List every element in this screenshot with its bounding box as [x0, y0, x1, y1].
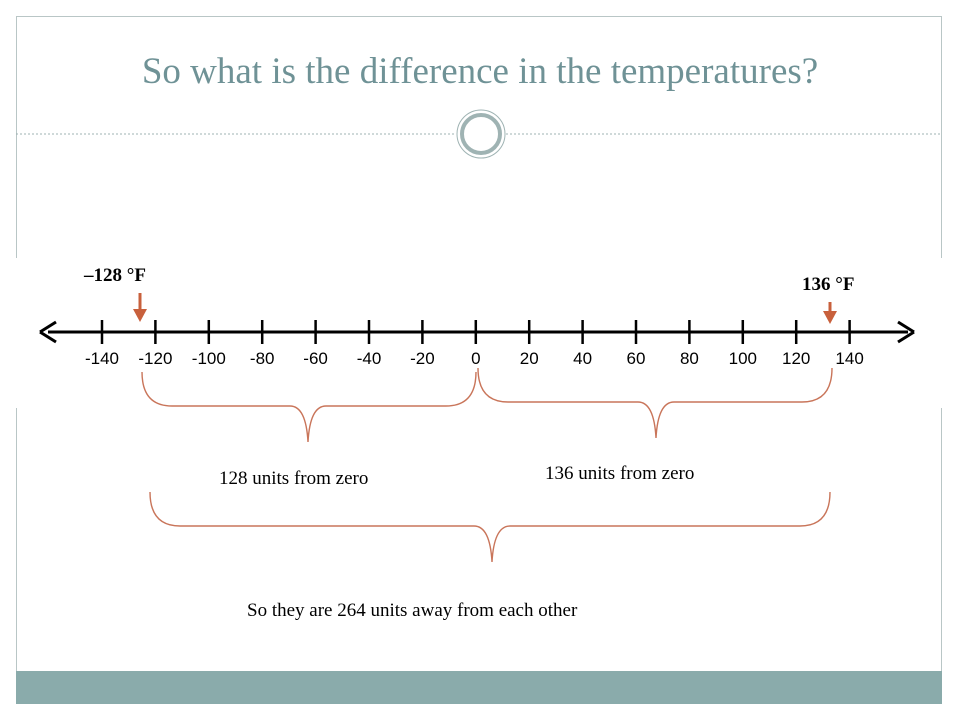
tick-labels: -140 -120 -100 -80 -60 -40 -20 0 20 40 60 80 100 120 1…	[85, 349, 864, 368]
tick-label: 140	[835, 349, 863, 368]
left-distance-caption: 128 units from zero	[219, 468, 368, 489]
brace-total	[149, 491, 831, 563]
brace-positive-side	[477, 367, 833, 439]
tick-label: 100	[729, 349, 757, 368]
slide-title: So what is the difference in the tempera…	[141, 51, 819, 92]
brace-negative-side	[141, 371, 477, 443]
right-distance-caption: 136 units from zero	[545, 463, 694, 484]
title-divider-ornament-inner	[460, 113, 502, 155]
temperature-label-136: 136 °F	[802, 274, 854, 295]
left-arrowhead	[39, 320, 57, 344]
total-distance-caption: So they are 264 units away from each oth…	[247, 600, 578, 621]
tick-label: -80	[250, 349, 275, 368]
tick-marks	[100, 320, 851, 344]
tick-label: -100	[192, 349, 226, 368]
tick-label: 0	[471, 349, 480, 368]
tick-label: -20	[410, 349, 435, 368]
tick-label: 20	[520, 349, 539, 368]
bottom-accent-band	[16, 671, 942, 704]
tick-label: -120	[138, 349, 172, 368]
right-arrowhead	[897, 320, 915, 344]
tick-label: -60	[303, 349, 328, 368]
marker-arrow-136	[823, 302, 837, 324]
tick-label: -40	[357, 349, 382, 368]
tick-label: 60	[627, 349, 646, 368]
tick-label: -140	[85, 349, 119, 368]
tick-label: 120	[782, 349, 810, 368]
marker-arrow-neg128	[133, 293, 147, 322]
tick-label: 40	[573, 349, 592, 368]
tick-label: 80	[680, 349, 699, 368]
temperature-label-neg128: –128 °F	[83, 265, 146, 286]
